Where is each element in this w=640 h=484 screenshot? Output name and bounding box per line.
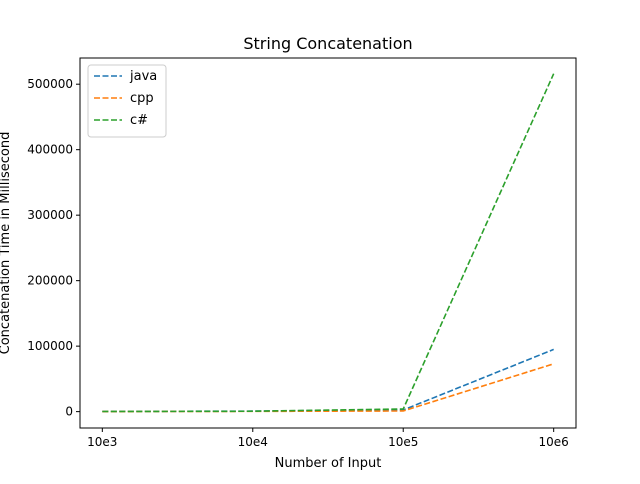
chart-title: String Concatenation — [243, 34, 412, 53]
x-tick-label: 10e5 — [388, 435, 418, 449]
y-tick-label: 500000 — [27, 77, 73, 91]
x-tick-label: 10e3 — [87, 435, 117, 449]
plot-area: 10e3 10e4 10e5 10e6 0 100000 200000 300000 40000… — [27, 73, 569, 449]
legend-box — [87, 64, 167, 138]
legend: java cpp c# — [87, 64, 167, 138]
y-tick-label: 400000 — [27, 143, 73, 157]
legend-label: java — [129, 69, 157, 84]
series-line-cpp — [102, 363, 554, 413]
series-line-csharp — [102, 73, 555, 413]
x-axis-label: Number of Input — [275, 456, 382, 471]
legend-label: c# — [130, 113, 148, 128]
y-tick-label: 300000 — [27, 208, 73, 222]
x-tick-label: 10e4 — [238, 435, 268, 449]
y-tick-label: 0 — [65, 405, 73, 419]
y-tick-label: 200000 — [27, 274, 73, 288]
y-tick-label: 100000 — [27, 339, 73, 353]
y-axis-label: Concatenation Time in Millisecond — [0, 132, 13, 355]
plot-frame — [79, 57, 577, 429]
x-tick-label: 10e6 — [539, 435, 569, 449]
legend-label: cpp — [130, 91, 154, 106]
series-line-java — [102, 348, 554, 413]
